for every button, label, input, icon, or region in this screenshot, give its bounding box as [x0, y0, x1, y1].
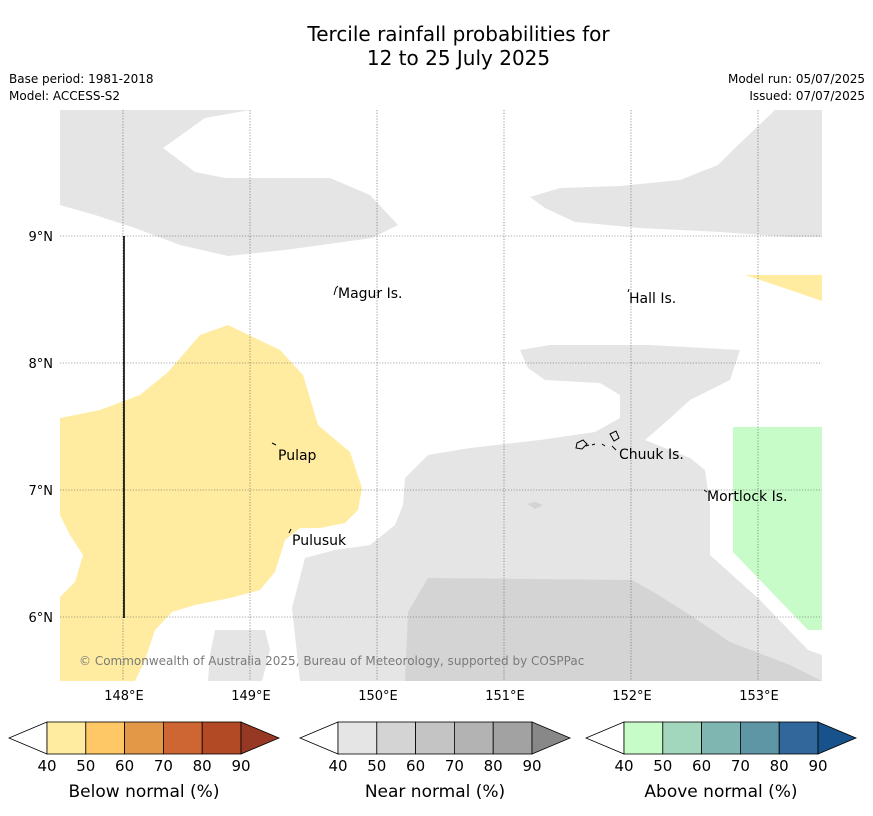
below-normal-legend-segment	[46, 721, 87, 755]
place-magur: Magur Is.	[338, 286, 403, 302]
place-hall: Hall Is.	[629, 291, 676, 307]
below-normal-legend-segment	[124, 721, 164, 755]
below-normal-legend-segment	[162, 721, 203, 755]
place-chuuk: Chuuk Is.	[619, 447, 684, 463]
issued-text: Issued: 07/07/2025	[749, 89, 865, 103]
above-normal-legend-tick: 80	[770, 757, 789, 775]
above-normal-legend-segment	[701, 721, 741, 755]
lat-tick-9n: 9°N	[29, 230, 54, 245]
chart-title: Tercile rainfall probabilities for 12 to…	[0, 22, 873, 70]
below-normal-legend-low-arrow	[7, 721, 48, 755]
above-normal-legend-tick: 40	[614, 757, 633, 775]
above-normal-legend-high-arrow	[817, 721, 858, 755]
near-normal-legend-segment	[453, 721, 494, 755]
model-run-text: Model run: 05/07/2025	[727, 72, 865, 86]
near-normal-legend-segment	[337, 721, 378, 755]
above-normal-legend-tick: 50	[653, 757, 672, 775]
map-area: Magur Is. Hall Is. Pulap Chuuk Is. Mortl…	[60, 110, 822, 681]
below-normal-legend: 40 50 60 70 80 90 Below normal (%)	[7, 721, 281, 802]
lon-tick-148e: 148°E	[104, 689, 144, 704]
near-normal-legend-tick: 70	[445, 757, 464, 775]
below-normal-legend-high-arrow	[240, 721, 281, 755]
near-normal-region-north	[60, 110, 398, 256]
below-normal-region-west	[60, 325, 362, 681]
place-pulap: Pulap	[278, 448, 317, 464]
lon-tick-152e: 152°E	[612, 689, 652, 704]
near-normal-legend-segment	[415, 721, 455, 755]
above-normal-legend-segment	[740, 721, 780, 755]
below-normal-legend-label: Below normal (%)	[69, 782, 220, 802]
lat-tick-6n: 6°N	[29, 611, 54, 626]
near-normal-legend-tick: 90	[522, 757, 541, 775]
below-normal-legend-tick: 70	[154, 757, 173, 775]
above-normal-legend-segment	[623, 721, 664, 755]
above-normal-legend: 40 50 60 70 80 90 Above normal (%)	[584, 721, 858, 802]
near-normal-region-south	[208, 630, 270, 681]
below-normal-legend-tick: 90	[231, 757, 250, 775]
near-normal-legend-high-arrow	[531, 721, 572, 755]
above-normal-legend-tick: 60	[692, 757, 711, 775]
meta-left: Base period: 1981-2018 Model: ACCESS-S2	[9, 71, 154, 105]
lat-tick-7n: 7°N	[29, 484, 54, 499]
below-normal-region-east	[745, 275, 822, 301]
below-normal-legend-segment	[85, 721, 126, 755]
below-normal-legend-segment	[201, 721, 242, 755]
below-normal-legend-tick: 50	[76, 757, 95, 775]
lon-tick-150e: 150°E	[358, 689, 398, 704]
above-normal-region	[733, 427, 822, 630]
near-normal-legend-tick: 50	[367, 757, 386, 775]
near-normal-legend-segment	[492, 721, 533, 755]
gridlines	[60, 110, 822, 681]
near-normal-patch	[527, 502, 543, 509]
above-normal-legend-label: Above normal (%)	[644, 782, 797, 802]
above-normal-legend-segment	[778, 721, 819, 755]
legends: 40 50 60 70 80 90 Below normal (%) 40 50 60 70 80 90…	[7, 721, 858, 802]
lon-tick-151e: 151°E	[485, 689, 525, 704]
below-normal-legend-tick: 80	[193, 757, 212, 775]
below-normal-legend-tick: 40	[37, 757, 56, 775]
place-mortlock: Mortlock Is.	[707, 489, 787, 505]
near-normal-legend-tick: 60	[406, 757, 425, 775]
title-line-1: Tercile rainfall probabilities for	[307, 22, 610, 46]
near-normal-region-darker	[405, 578, 822, 681]
model-text: Model: ACCESS-S2	[9, 89, 121, 103]
near-normal-legend: 40 50 60 70 80 90 Near normal (%)	[298, 721, 572, 802]
near-normal-legend-tick: 80	[484, 757, 503, 775]
near-normal-legend-low-arrow	[298, 721, 339, 755]
near-normal-legend-segment	[376, 721, 416, 755]
above-normal-legend-tick: 90	[808, 757, 827, 775]
above-normal-legend-tick: 70	[731, 757, 750, 775]
meta-right: Model run: 05/07/2025 Issued: 07/07/2025	[728, 71, 865, 105]
lat-tick-8n: 8°N	[29, 357, 54, 372]
island-marks	[271, 285, 708, 534]
base-period-text: Base period: 1981-2018	[9, 72, 154, 86]
above-normal-legend-segment	[662, 721, 702, 755]
copyright-text: © Commonwealth of Australia 2025, Bureau…	[79, 654, 584, 668]
near-normal-legend-label: Near normal (%)	[365, 782, 505, 802]
below-normal-legend-tick: 60	[115, 757, 134, 775]
above-normal-legend-low-arrow	[584, 721, 625, 755]
near-normal-legend-tick: 40	[328, 757, 347, 775]
place-pulusuk: Pulusuk	[292, 533, 347, 549]
lon-tick-149e: 149°E	[231, 689, 271, 704]
title-line-2: 12 to 25 July 2025	[366, 46, 551, 70]
lon-tick-153e: 153°E	[739, 689, 779, 704]
near-normal-region-northeast	[530, 110, 822, 237]
